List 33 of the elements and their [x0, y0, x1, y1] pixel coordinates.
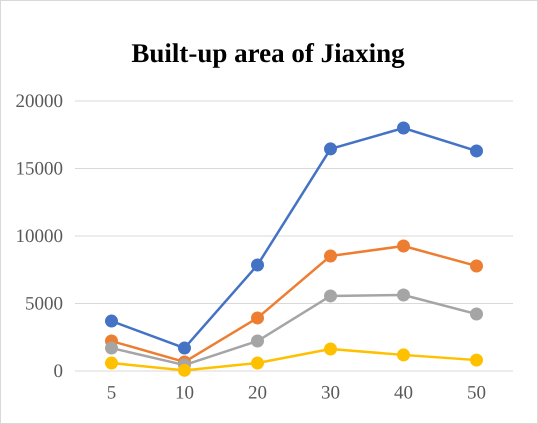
point: [324, 249, 337, 262]
point: [397, 122, 410, 134]
y-tick-label: 5000: [25, 294, 63, 315]
y-tick-label: 15000: [16, 158, 63, 180]
point: [105, 314, 118, 328]
x-tick-label: 40: [394, 382, 413, 404]
y-tick-label: 10000: [16, 226, 63, 248]
y-tick-label: 20000: [16, 91, 63, 112]
x-tick-label: 5: [106, 382, 116, 404]
point: [324, 342, 337, 356]
point: [470, 354, 483, 367]
point: [470, 308, 483, 321]
point: [397, 348, 410, 362]
chart-title: Built-up area of Jiaxing: [131, 38, 406, 68]
point: [105, 356, 118, 370]
point: [251, 311, 264, 324]
point: [105, 342, 118, 355]
point: [470, 144, 483, 158]
x-tick-label: 30: [321, 382, 340, 404]
point: [397, 288, 410, 302]
point: [251, 258, 264, 272]
point: [251, 334, 264, 348]
point: [397, 239, 410, 252]
point: [178, 342, 191, 355]
point: [324, 142, 337, 156]
y-tick-label: 0: [54, 361, 63, 382]
point: [324, 289, 337, 302]
x-tick-label: 20: [248, 382, 267, 404]
x-tick-label: 10: [175, 382, 194, 404]
point: [178, 364, 191, 377]
point: [251, 356, 264, 370]
point: [470, 259, 483, 272]
x-tick-label: 50: [467, 382, 486, 404]
